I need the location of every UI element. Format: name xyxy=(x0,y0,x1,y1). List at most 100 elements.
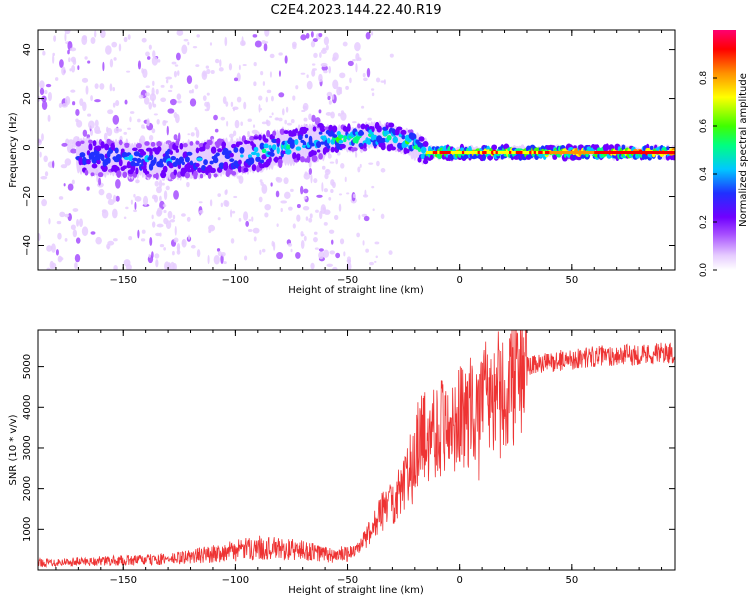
spectrogram-band-cell xyxy=(213,173,218,178)
y-tick-label: −20 xyxy=(22,186,33,207)
spectrogram-speckle xyxy=(59,211,66,218)
spectrogram-speckle xyxy=(140,238,146,242)
spectrogram-speckle xyxy=(311,114,316,123)
spectrogram-band-cell xyxy=(247,154,252,158)
spectrogram-core-cell xyxy=(441,150,445,154)
spectrogram-band-cell xyxy=(253,136,259,140)
spectrogram-speckle xyxy=(94,119,99,128)
spectrogram-band-cell xyxy=(153,156,157,164)
spectrogram-speckle xyxy=(308,217,313,223)
spectrogram-speckle xyxy=(86,186,90,191)
spectrogram-core-cell xyxy=(437,150,441,154)
spectrogram-band-cell xyxy=(195,163,200,168)
spectrogram-band-cell xyxy=(195,147,200,154)
spectrogram-core-cell xyxy=(482,150,486,154)
spectrogram-core-cell xyxy=(592,150,596,154)
spectrogram-speckle xyxy=(113,238,118,242)
spectrogram-speckle xyxy=(107,245,110,250)
spectrogram-speckle xyxy=(41,199,47,207)
spectrogram-core-cell xyxy=(513,150,517,154)
spectrogram-speckle xyxy=(79,98,84,106)
spectrogram-speckle xyxy=(303,117,308,122)
spectrogram-speckle xyxy=(52,160,55,169)
spectrogram-speckle xyxy=(343,251,346,257)
spectrogram-band-cell xyxy=(491,144,498,151)
spectrogram-band-cell xyxy=(259,159,265,164)
spectrogram-speckle xyxy=(183,38,189,42)
spectrogram-speckle xyxy=(259,107,263,111)
spectrogram-speckle xyxy=(39,151,42,158)
spectrogram-band-cell xyxy=(75,141,82,147)
spectrogram-band-cell xyxy=(121,151,128,159)
spectrogram-band-cell xyxy=(258,134,262,141)
spectrogram-speckle xyxy=(290,248,293,253)
spectrogram-core-cell xyxy=(468,150,472,154)
spectrogram-speckle xyxy=(300,34,307,41)
spectrogram-speckle xyxy=(368,162,374,165)
spectrogram-core-cell xyxy=(470,150,474,154)
spectrogram-band-cell xyxy=(116,170,121,178)
spectrogram-speckle xyxy=(296,203,301,209)
spectrogram-speckle xyxy=(214,128,219,133)
spectrogram-speckle xyxy=(213,255,220,265)
spectrogram-speckle xyxy=(152,80,155,87)
spectrogram-speckle xyxy=(152,103,157,108)
spectrogram-speckle xyxy=(58,196,64,200)
spectrogram-core-cell xyxy=(589,150,593,154)
spectrogram-core-cell xyxy=(520,150,524,154)
spectrogram-core-cell xyxy=(645,150,649,154)
spectrogram-speckle xyxy=(69,68,72,72)
spectrogram-speckle xyxy=(248,219,252,222)
spectrogram-speckle xyxy=(328,100,332,105)
spectrogram-speckle xyxy=(352,58,356,62)
spectrogram-speckle xyxy=(206,92,210,96)
spectrogram-band-cell xyxy=(114,147,119,154)
spectrogram-speckle xyxy=(305,216,309,221)
spectrogram-speckle xyxy=(72,59,77,65)
spectrogram-speckle xyxy=(296,214,301,222)
spectrogram-speckle xyxy=(106,127,113,137)
spectrogram-core-cell xyxy=(529,150,533,154)
spectrogram-speckle xyxy=(374,260,377,263)
spectrogram-speckle xyxy=(278,117,283,122)
spectrogram-speckle xyxy=(318,248,324,252)
spectrogram-speckle xyxy=(287,243,293,247)
spectrogram-band-cell xyxy=(189,141,194,146)
spectrogram-speckle xyxy=(175,52,181,61)
spectrogram-speckle xyxy=(170,261,175,270)
spectrogram-core-cell xyxy=(426,150,430,154)
spectrogram-core-cell xyxy=(623,150,627,154)
spectrogram-speckle xyxy=(153,113,158,116)
spectrogram-band-cell xyxy=(261,148,267,154)
spectrogram-band-cell xyxy=(320,141,325,145)
spectrogram-band-cell xyxy=(355,137,359,144)
spectrogram-speckle xyxy=(135,179,140,184)
spectrogram-core-cell xyxy=(526,150,530,154)
spectrogram-speckle xyxy=(380,213,385,220)
spectrogram-speckle xyxy=(67,49,70,55)
spectrogram-speckle xyxy=(224,36,228,47)
spectrogram-speckle xyxy=(64,30,71,35)
spectrogram-core-cell xyxy=(562,150,566,154)
spectrogram-speckle xyxy=(303,235,307,242)
spectrogram-speckle xyxy=(330,239,334,245)
spectrogram-speckle xyxy=(329,161,335,164)
spectrogram-speckle xyxy=(169,98,177,106)
spectrogram-speckle xyxy=(52,54,55,64)
spectrogram-speckle xyxy=(204,108,209,112)
spectrogram-speckle xyxy=(325,169,329,173)
spectrogram-band-cell xyxy=(271,144,277,151)
spectrogram-speckle xyxy=(161,182,165,186)
spectrogram-core-cell xyxy=(600,150,604,154)
spectrogram-speckle xyxy=(252,124,256,128)
spectrogram-speckle xyxy=(247,118,252,122)
spectrogram-speckle xyxy=(228,63,233,71)
spectrogram-core-cell xyxy=(538,150,542,154)
spectrogram-speckle xyxy=(173,70,177,78)
spectrogram-band-cell xyxy=(92,140,97,147)
spectrogram-band-cell xyxy=(178,156,184,164)
spectrogram-speckle xyxy=(349,77,352,84)
spectrogram-speckle xyxy=(323,36,330,46)
spectrogram-speckle xyxy=(190,132,195,137)
spectrogram-speckle xyxy=(156,209,162,217)
